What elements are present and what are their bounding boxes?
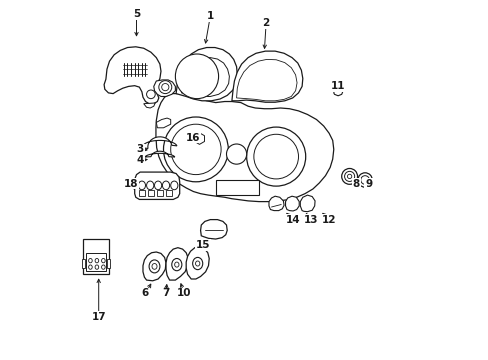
Text: 1: 1 [206,11,213,21]
Text: 12: 12 [321,215,336,225]
Ellipse shape [146,181,153,190]
Polygon shape [200,220,227,239]
Ellipse shape [226,144,246,164]
Text: 3: 3 [136,144,143,154]
Ellipse shape [95,265,99,269]
Polygon shape [153,80,175,96]
Ellipse shape [175,54,218,99]
Bar [157,190,163,196]
Polygon shape [156,94,333,202]
Ellipse shape [163,117,228,182]
Bar [139,190,144,196]
Ellipse shape [138,181,145,190]
Ellipse shape [162,84,168,91]
Ellipse shape [88,258,92,263]
Text: 6: 6 [142,288,149,298]
Ellipse shape [174,262,179,267]
Ellipse shape [171,258,182,271]
Ellipse shape [88,265,92,269]
Polygon shape [176,48,237,101]
Polygon shape [144,151,175,157]
Polygon shape [186,247,209,279]
Polygon shape [181,58,229,96]
Text: 14: 14 [285,215,300,225]
Text: 11: 11 [330,81,345,91]
Ellipse shape [170,181,178,190]
Polygon shape [156,118,170,128]
Polygon shape [142,252,166,281]
Ellipse shape [162,181,169,190]
Bar [86,253,106,271]
Bar [107,259,110,268]
Bar [148,190,153,196]
Text: 7: 7 [162,288,169,298]
Text: 8: 8 [352,179,359,189]
Bar [166,190,171,196]
Polygon shape [166,248,188,280]
Ellipse shape [95,258,99,263]
Ellipse shape [102,265,105,269]
Ellipse shape [253,134,298,179]
Ellipse shape [347,174,351,179]
Text: 13: 13 [303,215,318,225]
Polygon shape [285,196,299,211]
Ellipse shape [344,171,354,181]
Ellipse shape [357,173,371,187]
Text: 2: 2 [262,18,269,28]
Ellipse shape [246,127,305,186]
Polygon shape [231,51,302,102]
Text: 15: 15 [196,240,210,250]
Text: 10: 10 [176,288,191,298]
Ellipse shape [192,257,203,270]
Ellipse shape [146,90,155,99]
Ellipse shape [170,124,221,175]
Text: 5: 5 [133,9,140,19]
Ellipse shape [102,258,105,263]
Text: 17: 17 [91,312,106,322]
Ellipse shape [152,264,157,269]
Ellipse shape [360,176,368,184]
Polygon shape [268,196,284,211]
Text: 16: 16 [186,132,200,143]
Ellipse shape [159,81,171,94]
Text: 18: 18 [123,179,138,189]
Polygon shape [236,59,296,101]
Polygon shape [104,47,161,104]
Ellipse shape [149,260,160,273]
Polygon shape [143,103,155,108]
Ellipse shape [154,181,162,190]
Polygon shape [142,137,177,148]
Ellipse shape [341,168,357,184]
Text: 4: 4 [136,155,143,165]
Polygon shape [300,195,314,212]
Bar [83,239,109,274]
Bar [82,259,85,268]
Polygon shape [194,133,204,144]
Ellipse shape [196,135,203,142]
Polygon shape [134,172,179,199]
Text: 9: 9 [365,179,371,189]
Ellipse shape [195,261,200,266]
Bar [215,180,258,195]
Polygon shape [333,86,343,96]
